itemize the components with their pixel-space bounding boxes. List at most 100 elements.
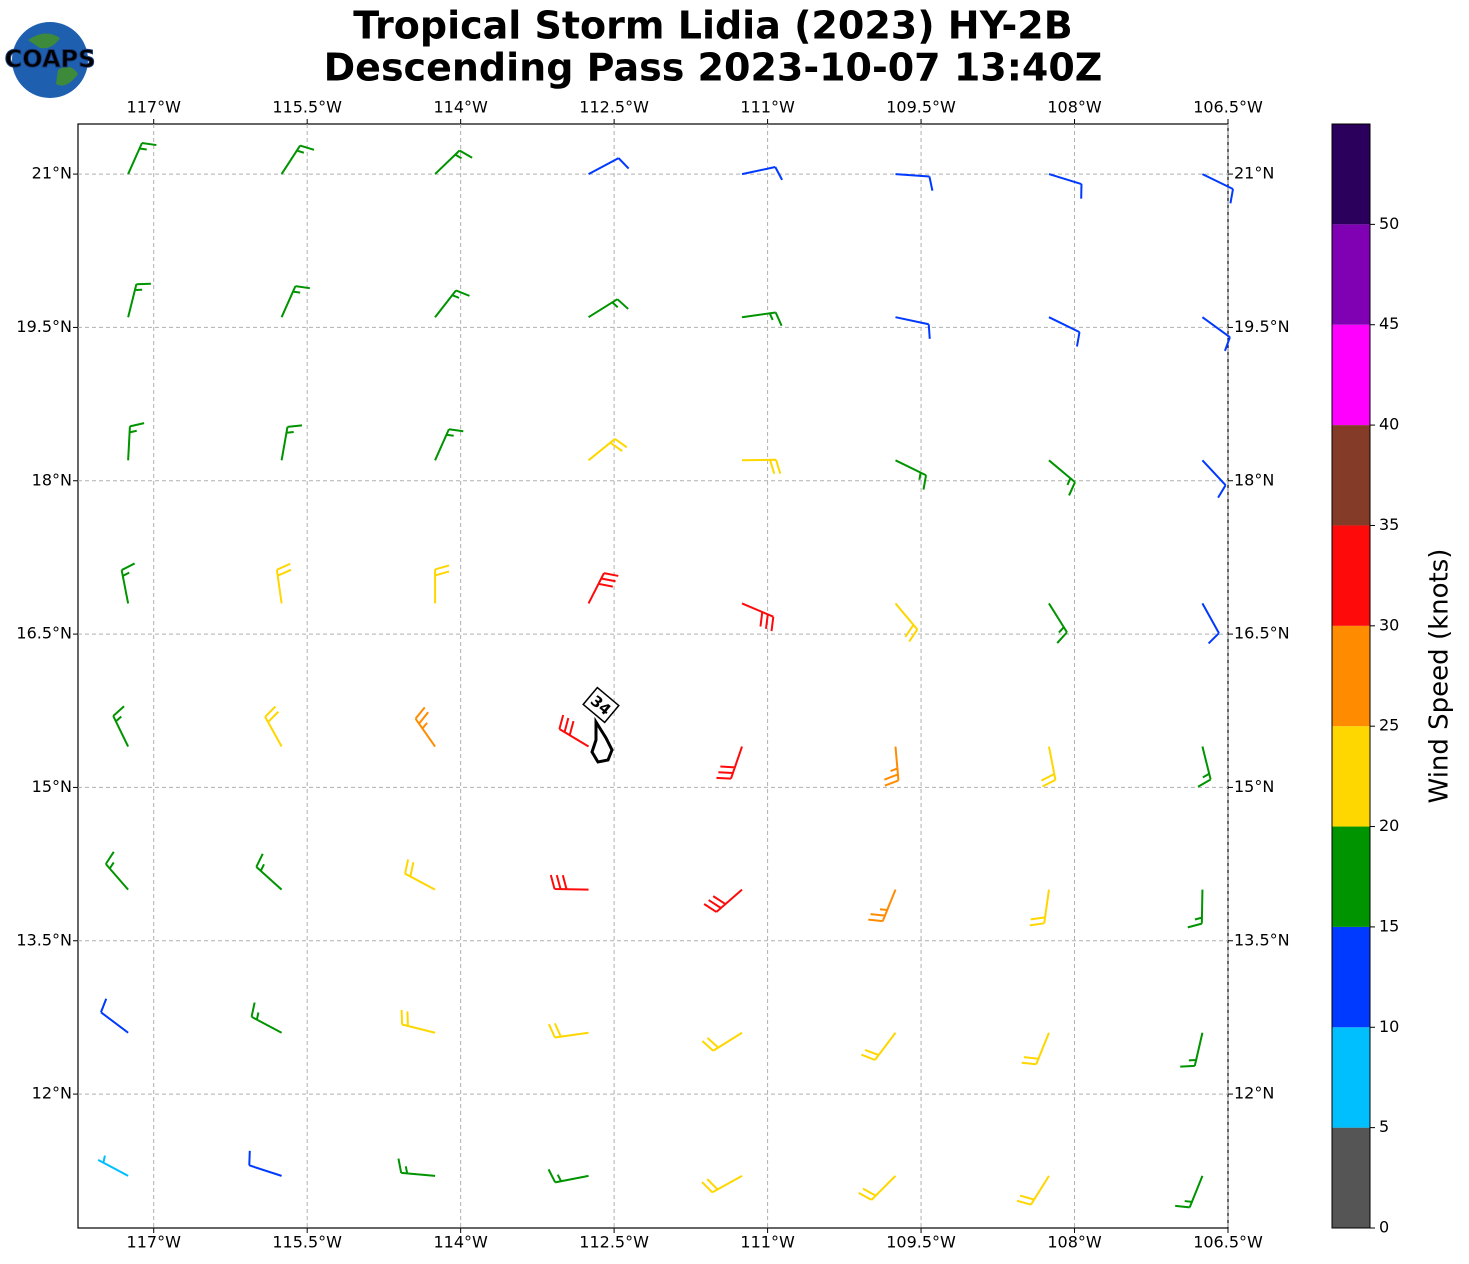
wind-barb: [127, 422, 145, 461]
wind-barb: [1048, 173, 1083, 199]
colorbar-tick-label: 10: [1379, 1017, 1399, 1036]
wind-barb: [716, 746, 743, 780]
colorbar-bin: [1332, 1127, 1370, 1228]
y-tick-label: 21°N: [32, 164, 72, 183]
wind-barb: [1048, 602, 1068, 644]
x-tick-label-top: 117°W: [127, 98, 182, 117]
colorbar-bin: [1332, 425, 1370, 526]
x-tick-label: 114°W: [433, 1233, 488, 1252]
wind-barb: [741, 166, 783, 181]
colorbar-tick-label: 5: [1379, 1117, 1389, 1136]
wind-barb: [588, 298, 629, 319]
colorbar-label: Wind Speed (knots): [1425, 549, 1455, 804]
wind-barb: [587, 438, 628, 462]
barbs: [97, 142, 1234, 1209]
chart-title: Tropical Storm Lidia (2023) HY-2B: [353, 4, 1072, 48]
colorbar-tick-label: 25: [1379, 716, 1399, 735]
colorbar-bin: [1332, 224, 1370, 325]
y-tick-label: 16.5°N: [16, 624, 72, 643]
wind-barb: [1187, 889, 1204, 929]
wind-barb: [255, 853, 283, 891]
wind-barb: [588, 157, 630, 175]
chart-subtitle: Descending Pass 2023-10-07 13:40Z: [324, 46, 1103, 90]
wind-barb: [703, 888, 743, 913]
wind-barb: [1048, 459, 1076, 496]
y-tick-label: 19.5°N: [16, 317, 72, 336]
x-tick-label-top: 112.5°W: [579, 98, 649, 117]
wind-barb: [1201, 602, 1220, 645]
y-tick-label-right: 18°N: [1234, 470, 1274, 489]
wind-barb: [280, 144, 315, 175]
grid: [78, 124, 1229, 1228]
x-tick-label: 117°W: [127, 1233, 182, 1252]
colorbar-bin: [1332, 525, 1370, 626]
x-tick-label: 108°W: [1047, 1233, 1102, 1252]
y-tick-label-right: 19.5°N: [1234, 317, 1290, 336]
wind-barb: [1016, 1175, 1050, 1206]
colorbar-tick-label: 30: [1379, 615, 1399, 634]
wind-barb: [397, 1158, 436, 1177]
wind-barb: [127, 282, 151, 318]
wind-barb: [280, 285, 310, 318]
wind-barb: [104, 851, 129, 891]
y-tick-label-right: 16.5°N: [1234, 624, 1290, 643]
colorbar-bin: [1332, 324, 1370, 426]
y-tick-label: 15°N: [32, 777, 72, 796]
wind-barb: [248, 1150, 282, 1177]
contour-label-bg: [582, 686, 620, 724]
colorbar-bin: [1332, 1027, 1370, 1128]
wind-barb: [275, 562, 292, 604]
x-tick-label: 109.5°W: [886, 1233, 956, 1252]
colorbar-bin: [1332, 826, 1370, 927]
wind-barb: [883, 746, 900, 787]
wind-barb: [112, 705, 130, 747]
colorbar-tick-label: 20: [1379, 816, 1399, 835]
colorbar-frame: [1331, 123, 1371, 1229]
colorbar-tick-label: 40: [1379, 415, 1399, 434]
x-tick-label: 112.5°W: [579, 1233, 649, 1252]
x-tick-label: 115.5°W: [272, 1233, 342, 1252]
wind-barb: [404, 859, 436, 891]
y-tick-label-right: 12°N: [1234, 1084, 1274, 1103]
logo: COAPS: [4, 22, 96, 98]
x-tick-label-top: 111°W: [740, 98, 795, 117]
wind-barb: [1201, 173, 1234, 204]
x-tick-label-top: 106.5°W: [1193, 98, 1263, 117]
y-tick-label-right: 15°N: [1234, 777, 1274, 796]
y-tick-label: 18°N: [32, 470, 72, 489]
wind-barb: [250, 1002, 283, 1034]
contour-34: [590, 716, 614, 764]
wind-barb: [895, 459, 928, 490]
wind-barb: [1180, 1032, 1204, 1068]
wind-barb: [547, 1168, 589, 1184]
wind-barb: [587, 572, 619, 604]
colorbar-bin: [1332, 926, 1370, 1028]
wind-barb: [549, 874, 589, 891]
wind-barb: [741, 602, 775, 632]
x-tick-label-top: 114°W: [433, 98, 488, 117]
wind-barb: [434, 564, 450, 604]
wind-barb: [120, 562, 136, 604]
wind-barb: [97, 1155, 129, 1177]
wind-barb: [558, 714, 590, 748]
y-tick-label: 13.5°N: [16, 930, 72, 949]
wind-barb: [858, 1175, 897, 1201]
wind-barb: [280, 424, 303, 461]
y-tick-label-right: 21°N: [1234, 164, 1274, 183]
y-tick-label: 12°N: [32, 1084, 72, 1103]
wind-barb: [868, 889, 897, 923]
wind-barb: [264, 705, 283, 748]
wind-barb: [894, 602, 919, 643]
x-tick-label: 106.5°W: [1193, 1233, 1263, 1252]
wind-barb: [414, 706, 436, 748]
wind-barb: [701, 1031, 743, 1052]
colorbar-bin: [1332, 124, 1370, 225]
wind-barb: [1201, 316, 1231, 352]
logo-land: [28, 33, 78, 86]
colorbar-tick-label: 35: [1379, 515, 1399, 534]
wind-barb: [127, 142, 157, 175]
x-tick-label: 111°W: [740, 1233, 795, 1252]
x-tick-label-top: 115.5°W: [272, 98, 342, 117]
x-tick-label-top: 108°W: [1047, 98, 1102, 117]
